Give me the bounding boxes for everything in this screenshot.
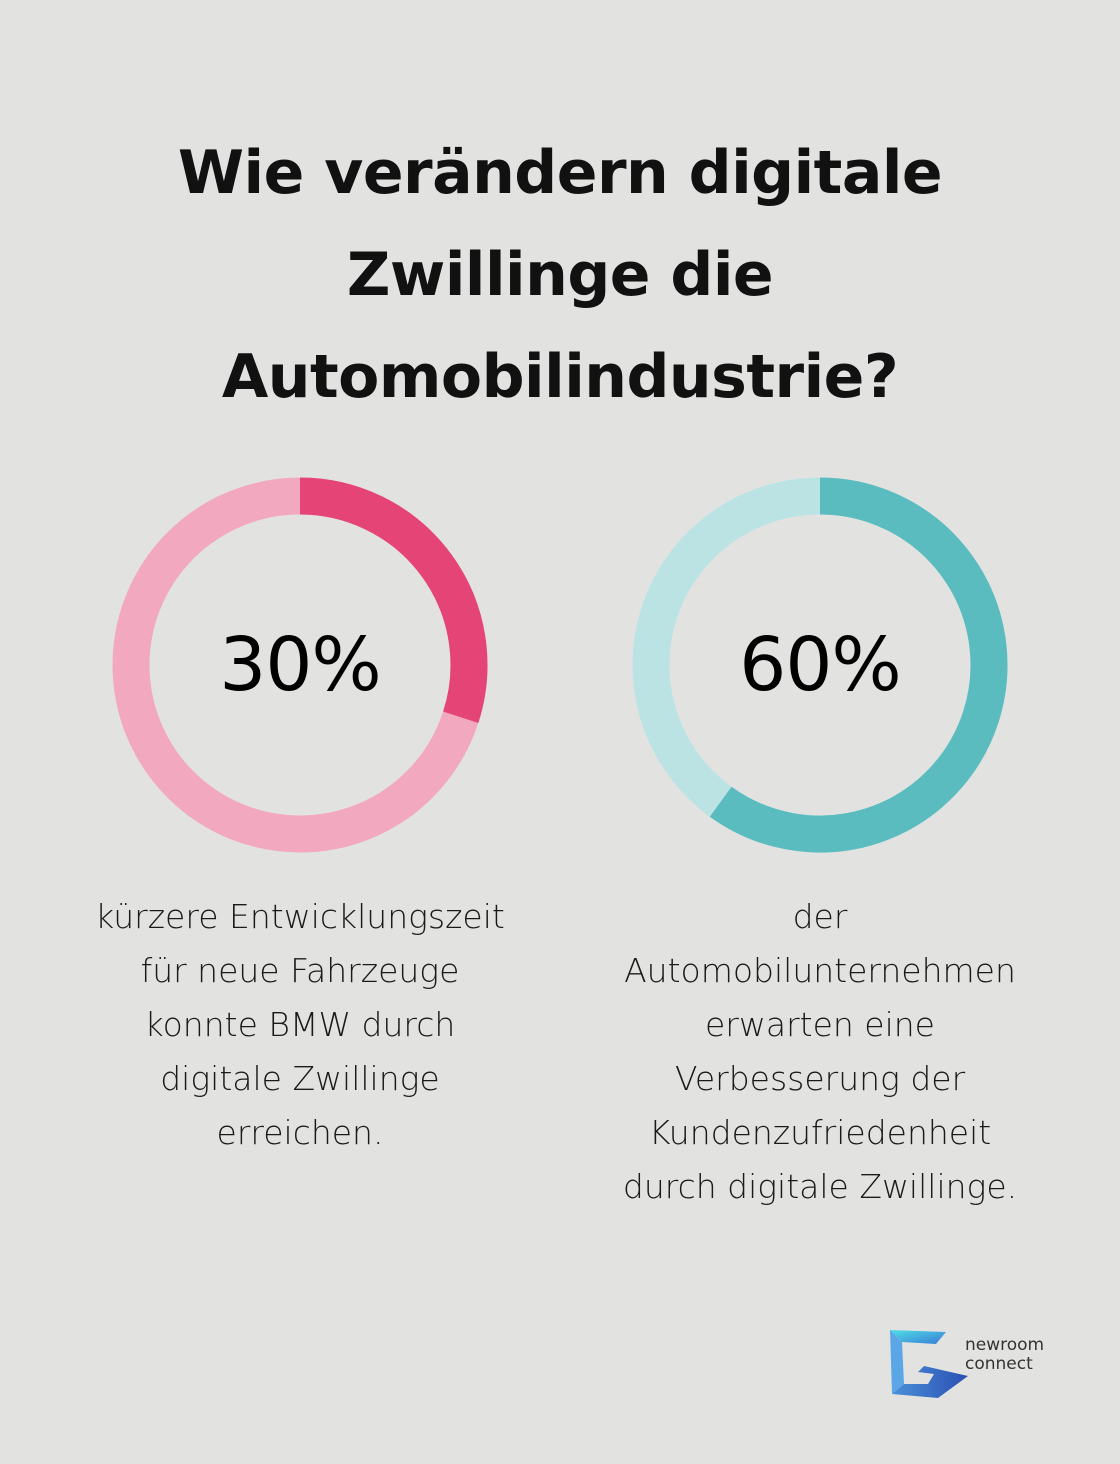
donut-value-arc bbox=[299, 477, 488, 723]
title-line: Wie verändern digitale bbox=[177, 138, 943, 208]
logo-wordmark: newroom connect bbox=[965, 1336, 1044, 1374]
donut-percentage-label: 60% bbox=[739, 622, 901, 708]
donut-chart: 30% bbox=[105, 470, 495, 860]
description-line: Kundenzufriedenheit bbox=[648, 1113, 992, 1152]
donut-chart: 60% bbox=[625, 470, 1015, 860]
logo-line-1: newroom bbox=[965, 1335, 1045, 1355]
brand-logo: newroom connect bbox=[888, 1328, 1068, 1400]
description-line: konnte BMW durch bbox=[144, 1005, 456, 1044]
description-line: kürzere Entwicklungszeit bbox=[95, 897, 505, 936]
donut-percentage-label: 30% bbox=[219, 622, 381, 708]
stat-description: der Automobilunternehmen erwarten eine V… bbox=[590, 890, 1050, 1214]
description-line: der bbox=[792, 897, 848, 936]
stat-card-bmw: 30% kürzere Entwicklungszeit für neue Fa… bbox=[70, 470, 530, 1160]
description-line: digitale Zwillinge bbox=[160, 1059, 440, 1098]
description-line: erwarten eine bbox=[705, 1005, 935, 1044]
description-line: erreichen. bbox=[216, 1113, 384, 1152]
donut-value-arc bbox=[709, 477, 1008, 853]
description-line: durch digitale Zwillinge. bbox=[622, 1167, 1018, 1206]
stat-card-customer-satisfaction: 60% der Automobilunternehmen erwarten ei… bbox=[590, 470, 1050, 1214]
logo-line-2: connect bbox=[965, 1354, 1033, 1374]
donut-chart-svg bbox=[632, 477, 1008, 853]
description-line: Verbesserung der bbox=[674, 1059, 966, 1098]
stat-description: kürzere Entwicklungszeit für neue Fahrze… bbox=[70, 890, 530, 1160]
description-line: für neue Fahrzeuge bbox=[140, 951, 460, 990]
page-title: Wie verändern digitale Zwillinge die Aut… bbox=[60, 122, 1060, 428]
donut-chart-svg bbox=[112, 477, 488, 853]
description-line: Automobilunternehmen bbox=[624, 951, 1016, 990]
newroom-connect-logo-icon bbox=[890, 1330, 968, 1398]
title-line: Zwillinge die bbox=[346, 240, 774, 310]
title-line: Automobilindustrie? bbox=[221, 342, 899, 412]
